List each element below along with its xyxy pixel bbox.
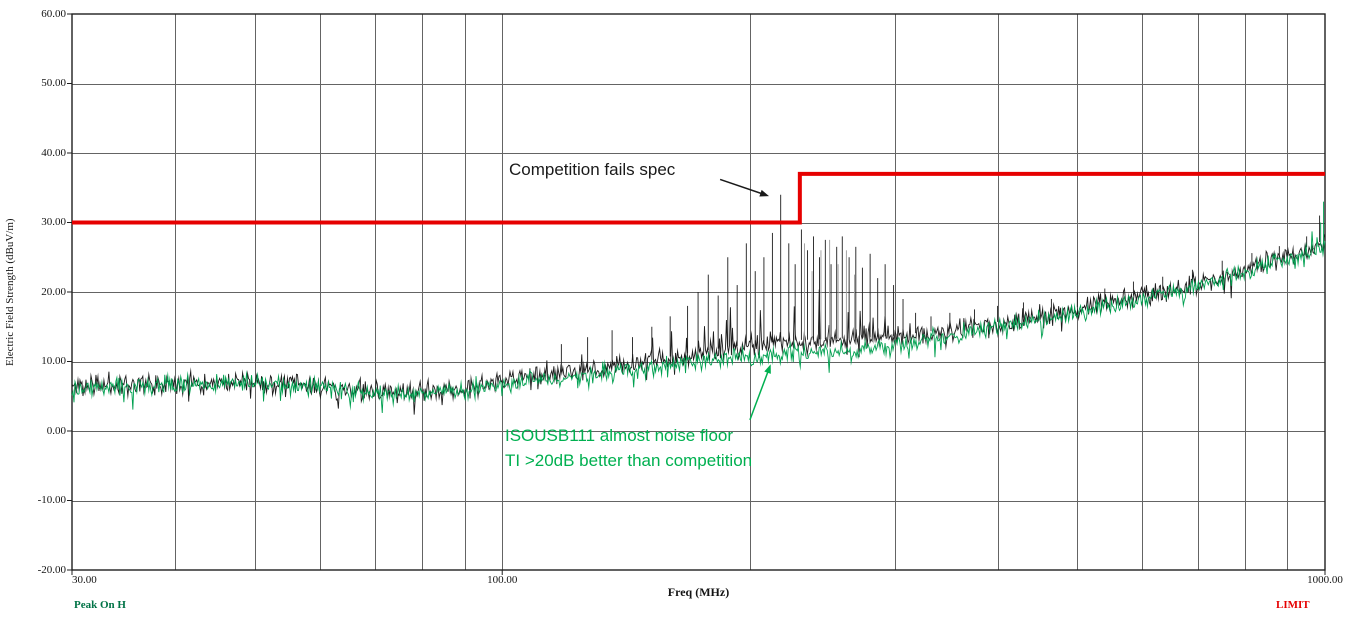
legend-peak-on-h: Peak On H [74,599,126,611]
y-tick-label: 60.00 [41,7,66,20]
x-tick-label: 100.00 [487,574,518,586]
y-tick-label: 10.00 [41,355,66,367]
x-axis-title: Freq (MHz) [667,585,730,599]
x-tick-label: 30.00 [72,574,97,586]
y-tick-label: 0.00 [46,424,66,437]
x-tick-label: 1000.00 [1307,574,1343,586]
annotation-isousb111-line1: ISOUSB111 almost noise floor [505,426,734,445]
y-tick-label: 40.00 [41,146,66,159]
annotation-isousb111: ISOUSB111 almost noise floor TI >20dB be… [505,423,752,473]
y-tick-label: 20.00 [41,285,66,298]
legend-limit: LIMIT [1276,599,1310,611]
y-axis-title: Electric Field Strength (dBuV/m) [4,218,16,366]
y-tick-label: 30.00 [41,216,66,228]
annotation-competition-fails-spec: Competition fails spec [509,160,676,179]
annotation-isousb111-line2: TI >20dB better than competition [505,451,753,470]
y-tick-label: -10.00 [37,494,66,506]
y-tick-label: 50.00 [41,77,66,89]
y-tick-label: -20.00 [37,563,66,576]
